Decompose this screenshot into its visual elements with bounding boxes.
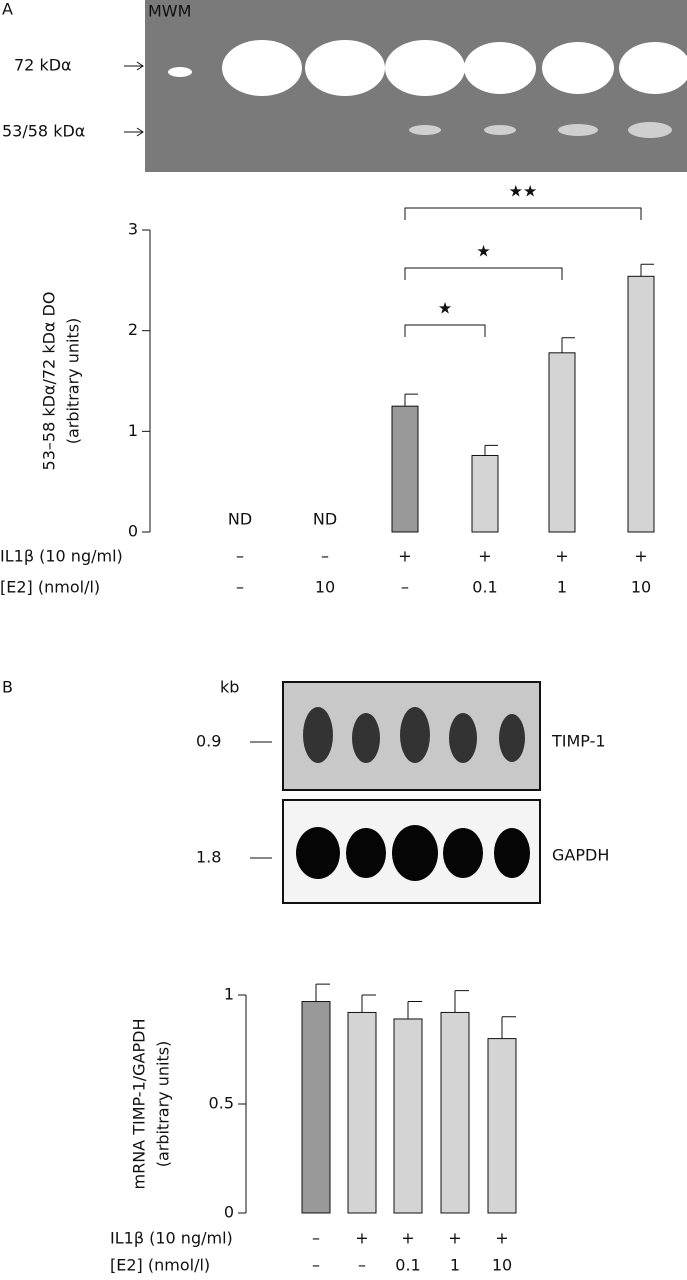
y-tick-label: 0: [128, 522, 138, 541]
gel-a-bands: [168, 40, 687, 96]
condition-value: 10: [631, 578, 651, 597]
y-axis-label: mRNA TIMP-1/GAPDH: [130, 1019, 149, 1190]
panel-label: B: [2, 678, 13, 697]
y-axis-label: 53–58 kDα/72 kDα DO: [40, 292, 59, 471]
error-bar: [404, 393, 418, 407]
condition-value: –: [312, 1229, 320, 1248]
band-label: 72 kDα: [14, 56, 72, 75]
panel-label: A: [2, 0, 13, 19]
y-axis-label: (arbitrary units): [64, 318, 83, 445]
bar: [347, 1011, 377, 1214]
condition-value: –: [358, 1256, 366, 1275]
bar: [393, 1018, 423, 1214]
y-tick-label: 0.5: [209, 1094, 234, 1113]
condition-value: +: [634, 547, 647, 566]
error-bar: [407, 1001, 422, 1019]
error-bar: [315, 983, 330, 1002]
y-tick-label: 1: [128, 421, 138, 440]
band-arrows: [124, 61, 144, 137]
significance-bracket: [404, 267, 563, 280]
y-tick-label: 0: [224, 1203, 234, 1222]
condition-value: 10: [315, 578, 335, 597]
condition-value: –: [312, 1256, 320, 1275]
error-bar: [361, 994, 376, 1013]
significance-bracket: [404, 324, 486, 337]
condition-value: +: [555, 547, 568, 566]
size-ticks: [250, 741, 272, 859]
error-bar: [640, 263, 654, 277]
significance-bracket: [404, 207, 642, 220]
bar: [301, 1001, 331, 1214]
condition-value: +: [495, 1229, 508, 1248]
y-axis-label: (arbitrary units): [154, 1041, 173, 1168]
condition-value: –: [236, 578, 244, 597]
significance-label: ★: [438, 299, 452, 318]
bar: [471, 454, 499, 533]
condition-value: 1: [557, 578, 567, 597]
gel-a-minor-bands: [409, 122, 672, 138]
y-tick-label: 1: [224, 985, 234, 1004]
size-label: 0.9: [196, 732, 221, 751]
gapdh-bands: [296, 825, 530, 881]
condition-value: +: [401, 1229, 414, 1248]
value-label: ND: [228, 510, 252, 529]
value-label: ND: [313, 510, 337, 529]
bar: [440, 1011, 470, 1214]
error-bar: [561, 337, 575, 353]
condition-label: IL1β (10 ng/ml): [0, 547, 123, 566]
probe-label: GAPDH: [552, 846, 609, 865]
significance-label: ★: [476, 242, 490, 261]
bar: [627, 275, 655, 533]
error-bar: [484, 444, 498, 456]
timp-bands: [303, 707, 525, 763]
condition-label: [E2] (nmol/l): [0, 578, 100, 597]
marker-label: MWM: [148, 2, 191, 21]
unit-label: kb: [220, 678, 239, 697]
condition-value: +: [355, 1229, 368, 1248]
y-tick-label: 3: [128, 220, 138, 239]
y-tick-label: 2: [128, 320, 138, 339]
condition-value: 0.1: [472, 578, 497, 597]
condition-value: –: [321, 547, 329, 566]
condition-value: –: [401, 578, 409, 597]
size-label: 1.8: [196, 848, 221, 867]
bar: [487, 1038, 517, 1214]
condition-value: +: [448, 1229, 461, 1248]
condition-value: 10: [492, 1256, 512, 1275]
bar: [548, 352, 576, 533]
band-label: 53/58 kDα: [2, 122, 85, 141]
condition-value: 1: [450, 1256, 460, 1275]
condition-value: +: [478, 547, 491, 566]
error-bar: [454, 990, 469, 1013]
condition-value: 0.1: [395, 1256, 420, 1275]
significance-label: ★★: [509, 182, 538, 201]
error-bar: [501, 1016, 516, 1039]
condition-value: –: [236, 547, 244, 566]
probe-label: TIMP-1: [551, 732, 606, 751]
condition-value: +: [398, 547, 411, 566]
condition-label: [E2] (nmol/l): [110, 1256, 210, 1275]
bar: [391, 405, 419, 533]
condition-label: IL1β (10 ng/ml): [110, 1229, 233, 1248]
